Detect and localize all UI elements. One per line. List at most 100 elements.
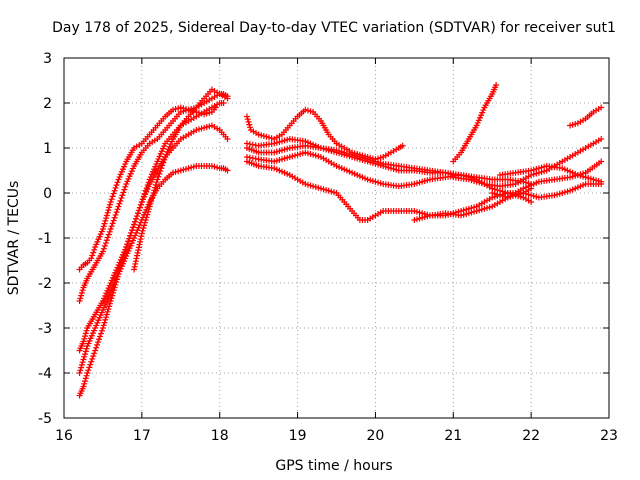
plus-marker (130, 224, 137, 231)
series-track-12 (450, 82, 500, 165)
plus-marker (116, 200, 123, 207)
plus-marker (136, 204, 143, 211)
series-track-4 (76, 163, 231, 376)
plus-marker (90, 353, 97, 360)
plus-marker (103, 237, 110, 244)
grid (64, 58, 609, 418)
plus-marker (246, 121, 253, 128)
plus-marker (118, 195, 125, 202)
plus-marker (109, 193, 116, 200)
plus-marker (101, 319, 108, 326)
plus-marker (224, 95, 231, 102)
plus-marker (105, 231, 112, 238)
y-tick-label: 3 (43, 51, 52, 67)
plus-marker (77, 367, 84, 374)
plus-marker (135, 207, 142, 214)
plus-marker (89, 355, 96, 362)
plus-marker (82, 330, 89, 337)
plus-marker (153, 179, 160, 186)
plus-marker (124, 241, 131, 248)
plus-marker (99, 325, 106, 331)
plus-marker (143, 214, 150, 221)
plus-marker (92, 347, 99, 354)
plus-marker (102, 240, 109, 247)
plus-marker (82, 378, 89, 385)
plus-marker (598, 178, 605, 185)
plus-marker (148, 195, 155, 202)
plus-marker (107, 226, 114, 232)
plus-marker (224, 167, 231, 174)
plus-marker (78, 289, 85, 296)
plus-marker (147, 200, 154, 207)
x-tick-label: 22 (522, 428, 540, 444)
plus-marker (111, 214, 118, 221)
plus-marker (106, 300, 113, 307)
plus-marker (144, 211, 151, 218)
plus-marker (76, 298, 83, 304)
plus-marker (133, 213, 140, 220)
plus-marker (133, 215, 140, 222)
plus-marker (97, 333, 104, 340)
plus-marker (156, 170, 163, 177)
plus-marker (102, 217, 109, 224)
series-track-1 (76, 91, 231, 304)
plus-marker (94, 341, 101, 348)
plus-marker (91, 246, 98, 253)
y-tick-label: 1 (43, 141, 52, 157)
data-marks (76, 82, 605, 399)
plus-marker (245, 118, 252, 125)
plus-marker (160, 159, 167, 166)
plus-marker (80, 338, 87, 345)
plus-marker (84, 370, 91, 376)
plus-marker (97, 330, 104, 337)
plus-marker (110, 190, 117, 197)
plus-marker (155, 173, 162, 180)
plus-marker (107, 298, 114, 304)
plus-marker (87, 361, 94, 368)
plus-marker (101, 242, 108, 249)
plus-marker (95, 339, 102, 346)
plus-marker (99, 248, 106, 255)
plus-marker (145, 208, 152, 215)
plus-marker (132, 218, 139, 225)
plus-marker (83, 345, 90, 352)
y-tick-label: -3 (38, 321, 52, 337)
plus-marker (80, 383, 87, 390)
plus-marker (113, 209, 120, 216)
plus-marker (120, 189, 127, 196)
plus-marker (108, 196, 115, 203)
plus-marker (112, 211, 119, 218)
plus-marker (93, 344, 100, 351)
plus-marker (134, 210, 141, 217)
series-track-15 (489, 181, 605, 201)
plus-marker (149, 192, 156, 199)
plus-marker (138, 230, 145, 237)
y-tick-label: 2 (43, 96, 52, 112)
plus-marker (121, 249, 128, 256)
plus-marker (598, 158, 605, 165)
plus-marker (121, 186, 128, 193)
plus-marker (101, 220, 108, 227)
plus-marker (81, 335, 88, 342)
plus-marker (82, 348, 89, 355)
plus-marker (98, 327, 105, 334)
x-axis-label: GPS time / hours (275, 458, 392, 474)
plus-marker (152, 181, 159, 188)
plus-marker (528, 199, 535, 205)
plus-marker (111, 187, 118, 194)
plus-marker (105, 207, 112, 214)
plus-marker (85, 367, 92, 374)
plus-marker (103, 314, 110, 321)
plus-marker (114, 206, 121, 213)
plus-marker (106, 303, 113, 310)
plus-marker (125, 238, 132, 245)
plus-marker (123, 244, 130, 250)
plus-marker (131, 221, 138, 228)
plus-marker (158, 165, 165, 172)
plus-marker (104, 234, 111, 241)
series-track-7 (243, 106, 406, 163)
plus-marker (145, 206, 152, 213)
plus-marker (76, 370, 83, 376)
